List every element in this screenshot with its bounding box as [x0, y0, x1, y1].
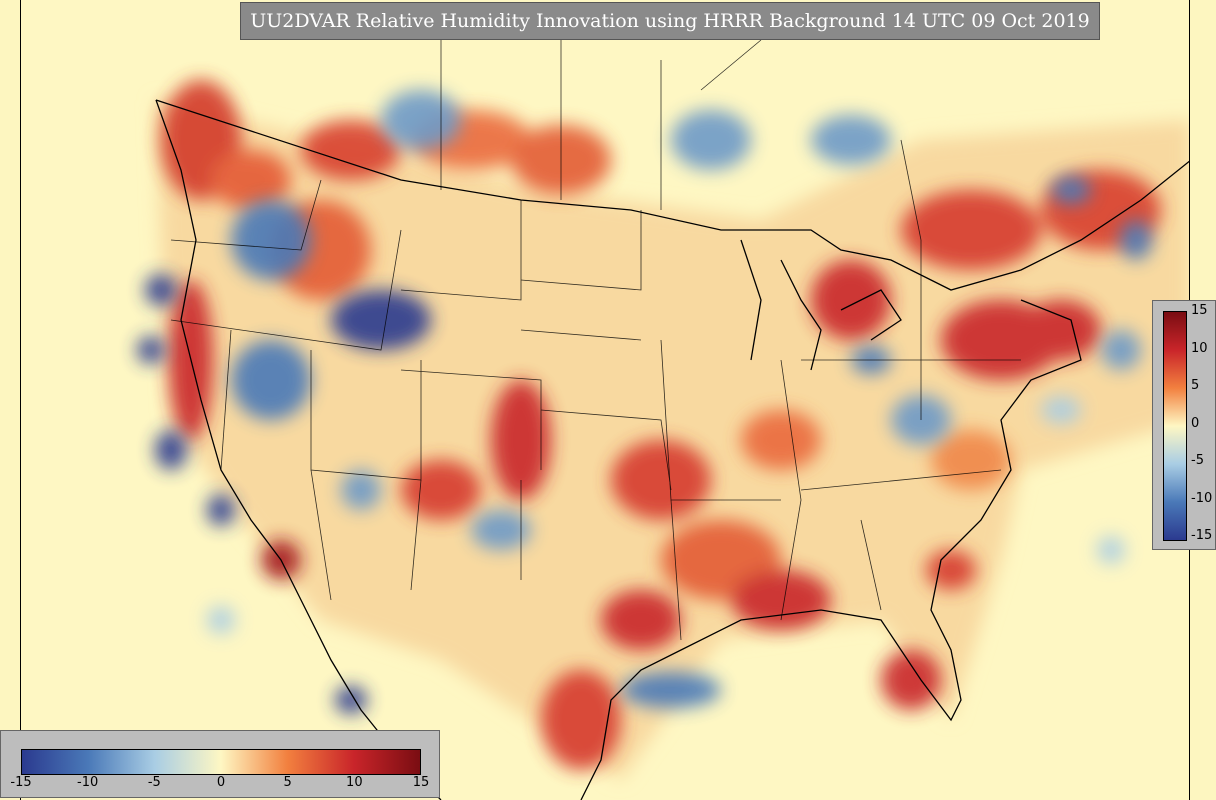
- colorbar-vertical-tick: -5: [1191, 453, 1204, 468]
- field-negative: [137, 90, 1152, 714]
- colorbar-horizontal-tick: -5: [147, 775, 161, 790]
- state-borders: [170, 39, 1021, 641]
- colorbar-horizontal-gradient: [21, 749, 421, 775]
- colorbar-horizontal-tick: 5: [283, 775, 292, 790]
- colorbar-horizontal-tick: 10: [346, 775, 363, 790]
- colorbar-vertical-tick: 0: [1191, 415, 1200, 431]
- colorbar-vertical-tick: 15: [1191, 303, 1208, 318]
- humidity-innovation-map: [21, 0, 1189, 800]
- colorbar-vertical-gradient: [1163, 311, 1187, 541]
- colorbar-vertical-tick: -15: [1191, 528, 1213, 543]
- colorbar-vertical: 15 10 5 0 -5 -10 -15: [1152, 300, 1216, 550]
- colorbar-horizontal-tick: 0: [216, 775, 226, 790]
- map-title: UU2DVAR Relative Humidity Innovation usi…: [240, 2, 1100, 40]
- colorbar-vertical-tick: -10: [1191, 490, 1213, 506]
- colorbar-horizontal-tick: 15: [412, 775, 430, 790]
- colorbar-vertical-tick: 5: [1191, 378, 1200, 393]
- map-panel: [20, 0, 1190, 800]
- colorbar-horizontal-tick: -15: [10, 775, 32, 790]
- colorbar-vertical-tick: 10: [1191, 340, 1208, 356]
- colorbar-horizontal: -15 -10 -5 0 5 10 15: [0, 730, 440, 798]
- colorbar-horizontal-tick: -10: [77, 775, 99, 790]
